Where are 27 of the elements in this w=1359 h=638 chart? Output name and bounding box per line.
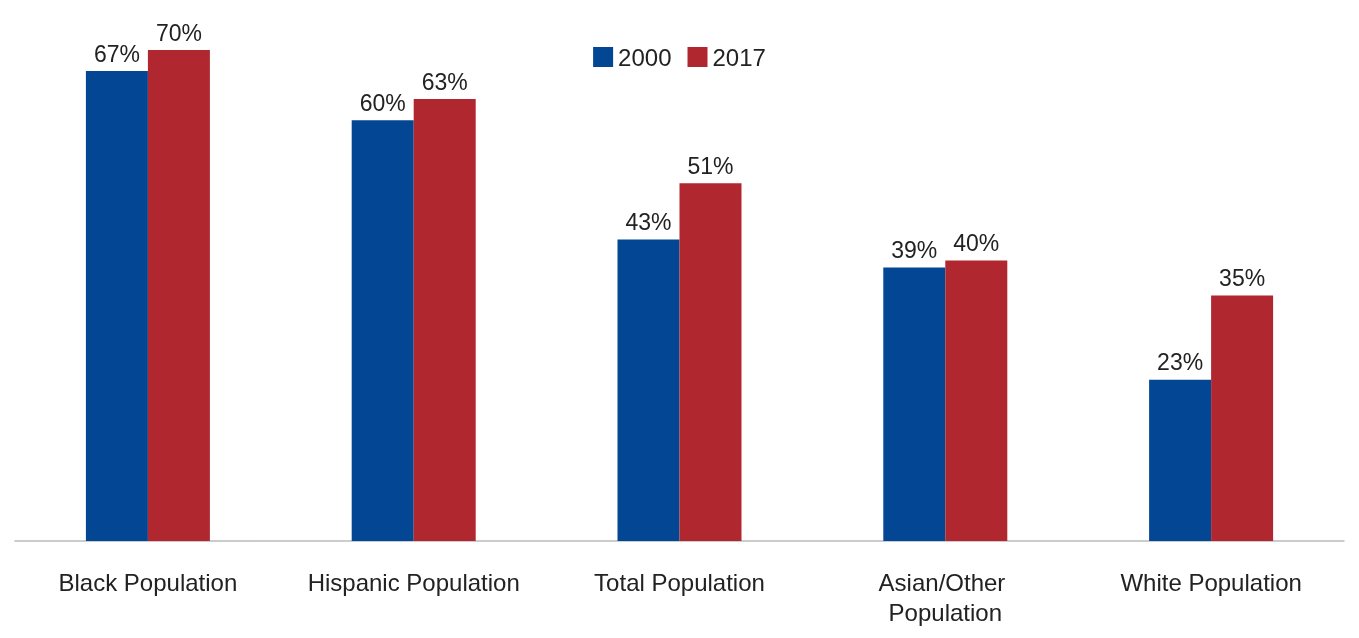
legend-label: 2000 xyxy=(618,43,672,71)
data-label: 39% xyxy=(891,236,938,263)
bar xyxy=(413,99,476,541)
x-tick-label: Black Population xyxy=(58,568,238,596)
bar xyxy=(147,50,210,541)
bar xyxy=(883,267,946,541)
bar xyxy=(617,239,680,541)
data-label: 51% xyxy=(687,152,734,179)
x-tick-label: Total Population xyxy=(594,568,765,596)
data-label: 40% xyxy=(953,229,1000,256)
x-tick-label: Asian/Other Population xyxy=(878,568,1012,626)
data-label: 67% xyxy=(93,40,140,67)
data-label: 70% xyxy=(155,19,202,46)
bar xyxy=(351,120,414,541)
data-label: 23% xyxy=(1157,349,1204,376)
data-label: 60% xyxy=(359,89,406,116)
bar xyxy=(1149,379,1212,541)
bar xyxy=(945,260,1008,541)
data-label: 35% xyxy=(1219,265,1266,291)
data-label: 43% xyxy=(625,208,672,235)
data-label: 63% xyxy=(421,68,468,95)
bar xyxy=(85,71,148,541)
bar xyxy=(679,183,742,541)
x-tick-label: White Population xyxy=(1120,568,1302,596)
x-tick-label: Hispanic Population xyxy=(307,568,520,596)
bar xyxy=(1211,295,1274,541)
legend-label: 2017 xyxy=(712,43,766,71)
